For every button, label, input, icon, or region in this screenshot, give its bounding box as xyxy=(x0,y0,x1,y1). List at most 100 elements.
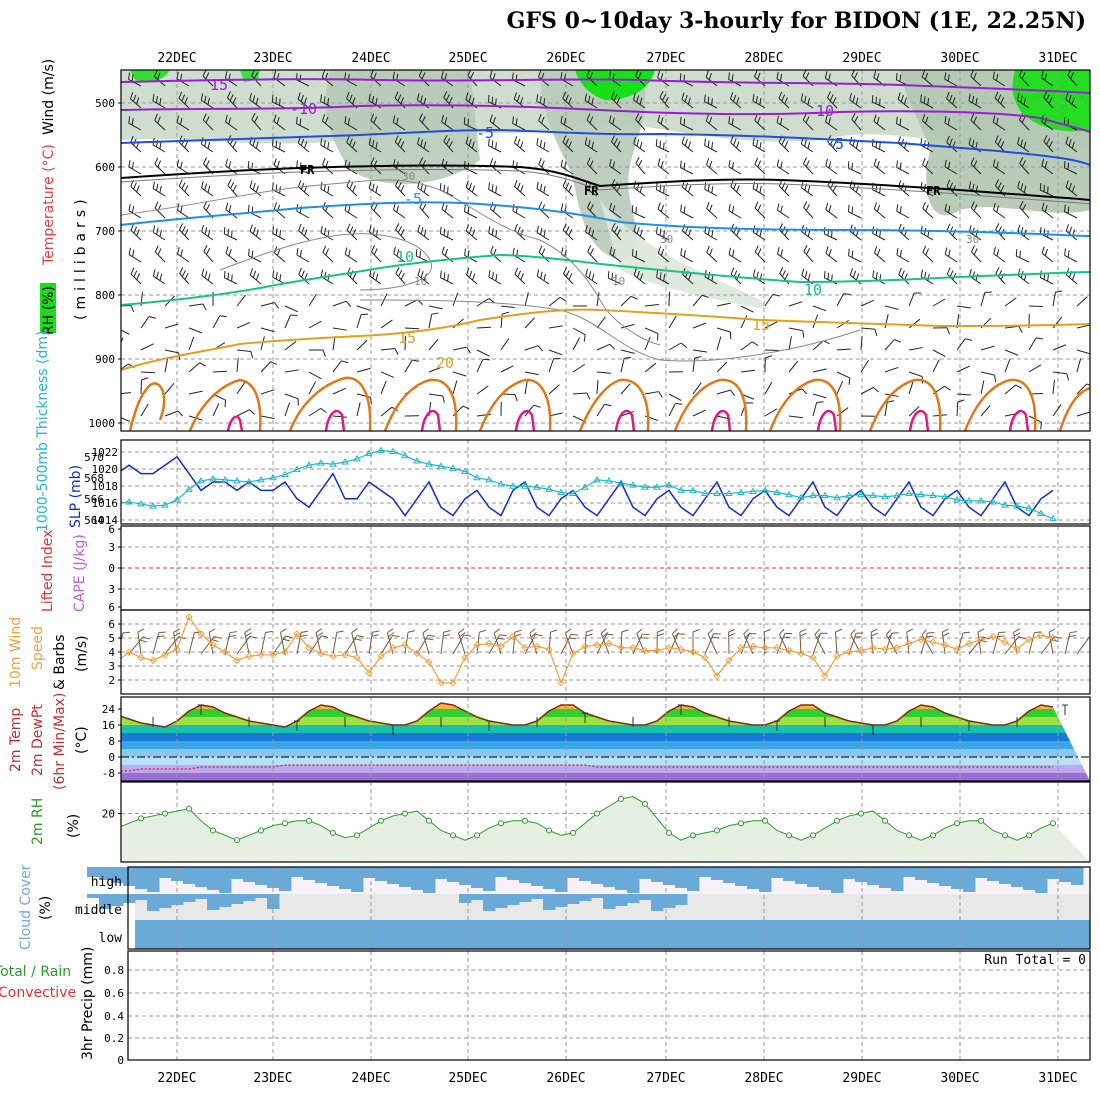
wind-barb-feather xyxy=(639,185,643,193)
wind-barb xyxy=(873,120,886,131)
cloud-high-bar xyxy=(807,867,820,887)
cloud-high-bar xyxy=(951,867,964,889)
wind-barb-feather xyxy=(463,160,466,168)
wind-barb-feather xyxy=(300,138,305,146)
wind-barb xyxy=(632,255,646,263)
wind-barb-feather xyxy=(873,387,879,393)
wind-barb-feather xyxy=(298,267,302,275)
wind-barb-feather xyxy=(887,400,895,403)
wind-barb-feather xyxy=(443,228,446,236)
wind-barb-feather xyxy=(600,628,607,634)
wind-barb-feather xyxy=(1019,201,1024,208)
cloud-middle-bar xyxy=(159,894,172,908)
precip-tick: 0 xyxy=(117,1054,124,1067)
wind-barb-feather xyxy=(615,274,617,282)
cloud-high-bar xyxy=(687,867,700,891)
wind-barb-feather xyxy=(232,185,237,192)
wind-barb-feather xyxy=(805,160,810,167)
wind-barb-feather xyxy=(541,160,545,168)
wind-barb xyxy=(764,321,778,329)
thickness-marker xyxy=(881,492,889,500)
wind-barb-feather xyxy=(349,182,354,190)
wind-barb-feather xyxy=(513,136,518,143)
wind-barb-feather xyxy=(482,358,490,361)
wind-speed-marker xyxy=(689,648,697,656)
wind-barb-feather xyxy=(157,72,161,80)
wind-barb-feather xyxy=(1017,137,1020,145)
wind-barb xyxy=(153,275,166,285)
thickness-marker xyxy=(809,491,817,499)
wind-barb-feather xyxy=(447,186,449,194)
wind-barb-feather xyxy=(752,137,755,145)
wind-barb-feather xyxy=(586,70,591,77)
rh-marker xyxy=(762,817,768,824)
cloud-middle-bar xyxy=(639,894,652,900)
wind-barb xyxy=(236,358,239,373)
wind-barb-feather xyxy=(489,158,494,166)
wind-barb-feather xyxy=(924,72,929,80)
wind-barb-feather xyxy=(683,118,686,126)
wind-barb-feather xyxy=(947,74,950,82)
wind-barb xyxy=(260,361,271,373)
rh-marker xyxy=(738,820,744,827)
wind-barb xyxy=(1067,75,1078,87)
wind-barb-feather xyxy=(736,97,740,105)
wind-speed-marker xyxy=(833,652,841,660)
wind-barb xyxy=(368,144,382,153)
wind-barb-feather xyxy=(944,116,947,124)
wind-barb xyxy=(369,275,382,285)
wind-barb-feather xyxy=(539,140,542,148)
wind-barb-feather xyxy=(255,141,259,149)
wind-barb-feather xyxy=(659,184,662,192)
wind-barb-feather xyxy=(112,142,113,149)
wind-barb-feather xyxy=(998,631,1006,634)
wind-barb xyxy=(932,359,940,373)
wind-barb xyxy=(788,415,803,419)
wind-barb xyxy=(380,380,387,395)
wind-barb-feather xyxy=(560,72,563,80)
wind-barb-feather xyxy=(371,634,379,637)
upper-wind-barbs xyxy=(112,70,1090,431)
wind-barb-feather xyxy=(1020,139,1024,147)
wind-barb-feather xyxy=(616,141,621,148)
cloud-high-bar xyxy=(315,867,328,883)
wind-speed-marker xyxy=(749,642,757,651)
wind-barb-feather xyxy=(227,91,231,98)
wind-barb-feather xyxy=(323,184,326,192)
wind-barb xyxy=(1065,99,1078,109)
wind-speed-marker xyxy=(953,645,961,653)
wind-barb-feather xyxy=(616,97,621,104)
cloud-high-bar xyxy=(915,867,928,880)
thickness-marker xyxy=(269,473,277,481)
wind-barb xyxy=(284,393,299,400)
wind-barb xyxy=(802,75,814,87)
wind-barb xyxy=(896,254,910,263)
wind-barb xyxy=(740,369,755,373)
wind-barb xyxy=(1041,121,1054,131)
wind-barb-feather xyxy=(270,361,278,365)
thickness-marker xyxy=(389,447,397,455)
wind-barb-feather xyxy=(963,631,971,634)
tick-label: 600 xyxy=(95,161,115,174)
cloud-middle-bar xyxy=(147,894,160,911)
wind-barb xyxy=(728,254,742,263)
wind-barb xyxy=(488,232,502,241)
wind-speed-marker xyxy=(485,639,493,648)
wind-barb-feather xyxy=(422,628,429,634)
wind-barb xyxy=(803,207,814,219)
thickness-axis-label: 1000-500mb Thickness (dm) xyxy=(35,331,51,532)
wind-barb xyxy=(201,275,214,285)
wind-barb xyxy=(812,402,818,417)
wind-barb-feather xyxy=(1016,93,1020,101)
wind-barb xyxy=(716,327,731,333)
wind-barb xyxy=(680,210,694,219)
wind-barb-feather xyxy=(802,70,807,77)
wind-barb xyxy=(788,336,792,351)
wind-barb xyxy=(706,208,718,219)
wind-barb xyxy=(417,99,430,109)
wind-barb-feather xyxy=(202,70,207,77)
cloud-middle-bar xyxy=(171,894,184,905)
wind-barb-feather xyxy=(1018,636,1026,640)
wind-barb-feather xyxy=(704,182,707,190)
cloud-high-bar xyxy=(579,867,592,881)
